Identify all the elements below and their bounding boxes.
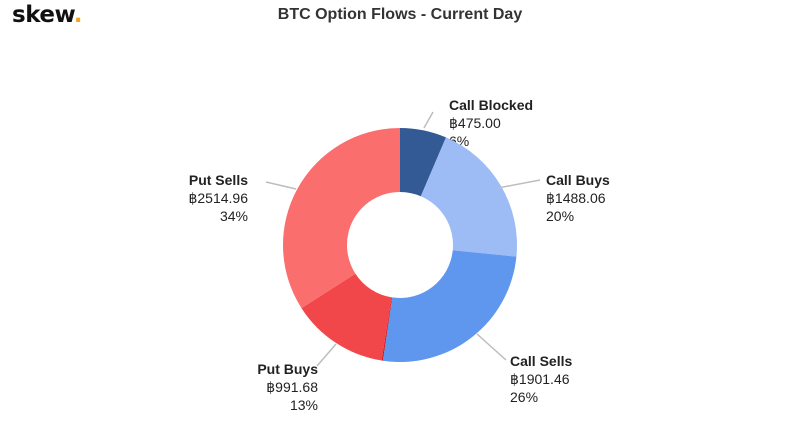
label-name-call-sells: Call Sells (510, 353, 572, 369)
label-name-call-buys: Call Buys (546, 172, 610, 188)
label-percent-call-buys: 20% (546, 208, 574, 224)
label-name-put-sells: Put Sells (189, 172, 248, 188)
slice-sliver-3 (381, 297, 393, 361)
label-percent-put-sells: 34% (220, 208, 248, 224)
label-name-call-blocked: Call Blocked (449, 97, 533, 113)
label-percent-call-sells: 26% (510, 389, 538, 405)
label-name-put-buys: Put Buys (257, 361, 318, 377)
label-percent-put-buys: 13% (290, 397, 318, 413)
label-value-call-blocked: ฿475.00 (449, 115, 501, 131)
slice-call-sells (382, 250, 517, 363)
leader-line-call-blocked (423, 111, 434, 129)
label-value-call-buys: ฿1488.06 (546, 190, 606, 206)
label-value-call-sells: ฿1901.46 (510, 371, 570, 387)
chart-title: BTC Option Flows - Current Day (277, 6, 523, 23)
skew-logo: skew. (12, 2, 83, 28)
label-value-put-sells: ฿2514.96 (188, 190, 248, 206)
slice-call-blocked (400, 128, 447, 197)
label-value-put-buys: ฿991.68 (266, 379, 318, 395)
slice-call-buys (420, 137, 517, 257)
leader-line-put-sells (265, 181, 297, 190)
leader-line-call-sells (476, 333, 507, 361)
slice-put-buys (301, 273, 392, 361)
leader-line-call-buys (497, 179, 541, 189)
leader-line-put-buys (316, 343, 337, 367)
slice-put-sells (283, 128, 400, 309)
